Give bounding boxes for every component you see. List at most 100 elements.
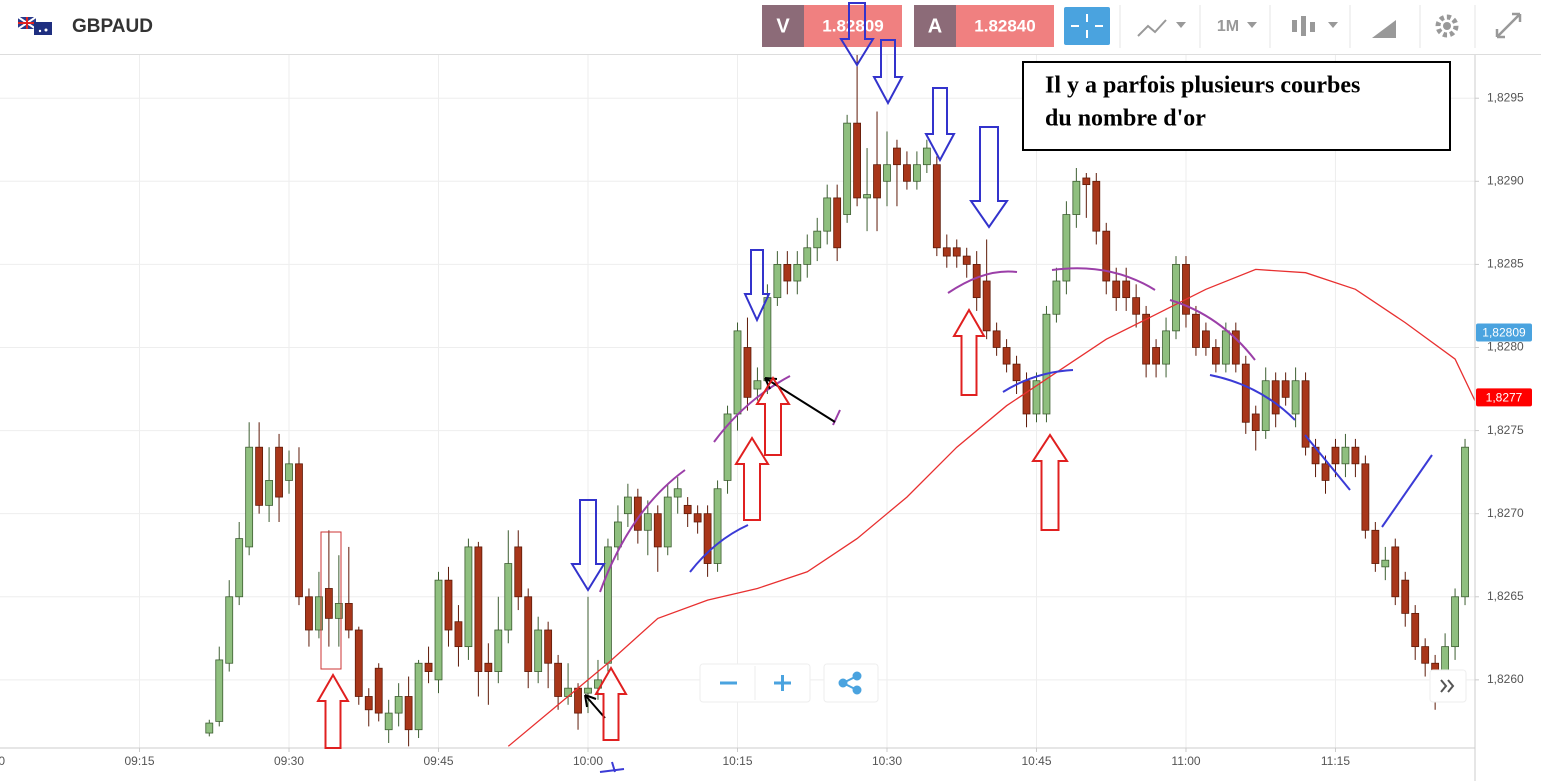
candle-body bbox=[703, 513, 712, 564]
candle-body bbox=[1022, 380, 1031, 415]
candle-body bbox=[813, 230, 822, 249]
note-line: Il y a parfois plusieurs courbes bbox=[1045, 73, 1360, 99]
candle-body bbox=[1451, 596, 1459, 648]
down-arrow bbox=[969, 126, 1009, 229]
candle-body bbox=[245, 446, 254, 548]
candle-body bbox=[643, 513, 652, 531]
y-tick-label: 1,8270 bbox=[1487, 506, 1524, 520]
candle-body bbox=[1231, 330, 1240, 365]
candle-body bbox=[225, 596, 234, 664]
candle-body bbox=[1261, 380, 1270, 431]
candle-body bbox=[1172, 263, 1180, 332]
indicator-icon[interactable] bbox=[1292, 20, 1297, 32]
chart-type-icon[interactable] bbox=[1137, 19, 1167, 37]
separators bbox=[1119, 5, 1476, 48]
candle-body bbox=[972, 263, 981, 299]
candle-body bbox=[504, 563, 513, 631]
fullscreen-icon[interactable] bbox=[1495, 12, 1522, 39]
down-arrow bbox=[570, 499, 606, 592]
candle-body bbox=[205, 722, 214, 734]
zoom-in[interactable] bbox=[774, 675, 791, 691]
buy-price-box[interactable] bbox=[956, 5, 1054, 47]
share-button[interactable] bbox=[823, 663, 879, 703]
settings-icon[interactable] bbox=[1435, 14, 1459, 38]
candle-body bbox=[544, 629, 553, 664]
timeframe[interactable]: 1M bbox=[1217, 18, 1239, 35]
candle-body bbox=[1381, 559, 1390, 568]
candle-body bbox=[584, 687, 592, 694]
down-arrow bbox=[839, 2, 875, 67]
candle-body bbox=[1052, 280, 1061, 315]
candle-body bbox=[1082, 177, 1091, 186]
candle-body bbox=[364, 696, 373, 711]
dropdown[interactable] bbox=[1176, 22, 1186, 28]
candle-body bbox=[434, 579, 443, 681]
y-tick-label: 1,8265 bbox=[1487, 589, 1524, 603]
candle-body bbox=[982, 280, 991, 332]
candle-body bbox=[693, 513, 702, 523]
header: GBPAUD V 1.82809 A 1.82840 1M bbox=[0, 0, 1541, 55]
x-tick-label: 11:00 bbox=[1171, 754, 1200, 768]
y-tick-label: 1,8280 bbox=[1487, 340, 1524, 354]
candle-body bbox=[315, 596, 323, 631]
candle-body bbox=[903, 164, 911, 182]
up-arrow bbox=[594, 665, 628, 741]
candle-body bbox=[793, 263, 802, 282]
candle-body bbox=[1002, 347, 1011, 365]
candle-body bbox=[853, 122, 861, 199]
candle-body bbox=[952, 247, 961, 257]
candle-body bbox=[992, 330, 1001, 348]
candle-body bbox=[354, 629, 363, 697]
candle-body bbox=[623, 496, 632, 515]
dropdown[interactable] bbox=[1247, 22, 1257, 28]
candle-body bbox=[773, 263, 782, 299]
candle-body bbox=[394, 696, 403, 714]
candle-body bbox=[653, 513, 662, 548]
x-tick-label: 10:15 bbox=[722, 754, 752, 768]
y-tick-label: 1,8290 bbox=[1487, 173, 1524, 187]
candle-body bbox=[494, 629, 503, 672]
candle-body bbox=[574, 687, 582, 714]
candle-body bbox=[1032, 380, 1041, 415]
buy-button[interactable] bbox=[914, 5, 956, 47]
candle-body bbox=[1072, 180, 1081, 215]
candle-body bbox=[265, 480, 273, 506]
candle-body bbox=[1142, 313, 1151, 365]
crosshair-icon bbox=[1071, 14, 1103, 38]
candle-body bbox=[285, 463, 293, 481]
candle-body bbox=[803, 247, 812, 265]
candle-body bbox=[534, 629, 543, 672]
share-icon bbox=[838, 671, 862, 695]
candle-body bbox=[1182, 263, 1190, 315]
candle-body bbox=[1351, 446, 1360, 465]
candle-body bbox=[1122, 280, 1131, 299]
candle-body bbox=[1211, 347, 1220, 365]
sell-button[interactable] bbox=[762, 5, 804, 47]
candle-body bbox=[554, 662, 563, 697]
candle-body bbox=[1162, 330, 1170, 365]
candle-body bbox=[893, 147, 901, 166]
dropdown[interactable] bbox=[1328, 22, 1338, 28]
price-tag bbox=[1476, 323, 1532, 342]
down-arrow bbox=[924, 87, 956, 163]
candle-body bbox=[1221, 330, 1230, 365]
sell-label: V bbox=[776, 15, 790, 37]
candle-body bbox=[1281, 380, 1290, 398]
axes: 1,8260 1,8265 1,8270 1,8275 1,8280 1,8285 1,82… bbox=[0, 90, 1532, 768]
candle-body bbox=[753, 380, 762, 390]
candle-body bbox=[1361, 463, 1370, 531]
candle-body bbox=[1331, 446, 1340, 465]
scroll-right-button[interactable] bbox=[1429, 669, 1467, 703]
candle-body bbox=[1461, 446, 1469, 598]
price-tag bbox=[1476, 388, 1532, 407]
candle-body bbox=[942, 247, 951, 257]
drawing-icon[interactable] bbox=[1372, 20, 1396, 38]
candle-body bbox=[843, 122, 852, 215]
up-arrow bbox=[1031, 433, 1069, 531]
x-tick-label: 10:45 bbox=[1021, 754, 1051, 768]
x-tick-label: 09:45 bbox=[423, 754, 453, 768]
y-tick-label: 1,8295 bbox=[1487, 90, 1524, 104]
candle-body bbox=[932, 164, 941, 249]
crosshair-button[interactable] bbox=[1064, 7, 1110, 45]
